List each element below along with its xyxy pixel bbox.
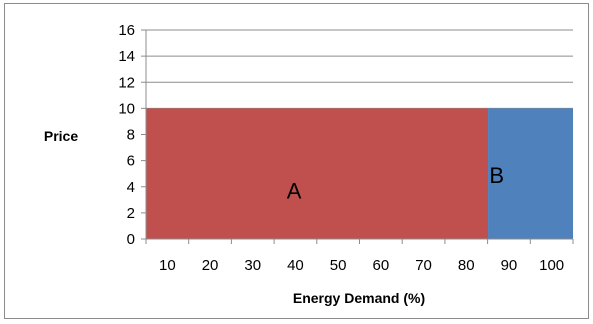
x-tick-label: 60 <box>373 257 390 274</box>
x-tick-label: 80 <box>458 257 475 274</box>
y-tick-label: 6 <box>127 153 135 170</box>
y-tick-label: 8 <box>127 127 135 144</box>
y-tick-label: 12 <box>118 74 135 91</box>
y-tick-label: 2 <box>127 205 135 222</box>
x-tick-label: 40 <box>287 257 304 274</box>
chart-blocks <box>146 108 573 239</box>
y-axis-title: Price <box>44 128 78 144</box>
region-label-a: A <box>287 179 302 204</box>
x-tick-label: 70 <box>415 257 432 274</box>
x-tick-label: 90 <box>501 257 518 274</box>
y-tick-label: 14 <box>118 48 135 65</box>
region-label-b: B <box>489 163 504 188</box>
x-tick-label: 30 <box>244 257 261 274</box>
x-tick-label: 100 <box>539 257 564 274</box>
y-tick-label: 4 <box>127 179 135 196</box>
block-b <box>488 108 573 239</box>
x-tick-label: 50 <box>330 257 347 274</box>
y-tick-label: 0 <box>127 231 135 248</box>
x-tick-label: 10 <box>159 257 176 274</box>
y-tick-label: 16 <box>118 22 135 39</box>
chart-axes <box>141 29 574 244</box>
block-a <box>146 108 489 239</box>
x-tick-label: 20 <box>202 257 219 274</box>
chart-labels: 0 2 4 6 8 10 12 14 16 A B 10 20 30 40 50 60 70 80 90 100 <box>118 22 564 274</box>
x-axis-title: Energy Demand (%) <box>293 290 425 306</box>
y-tick-label: 10 <box>118 100 135 117</box>
